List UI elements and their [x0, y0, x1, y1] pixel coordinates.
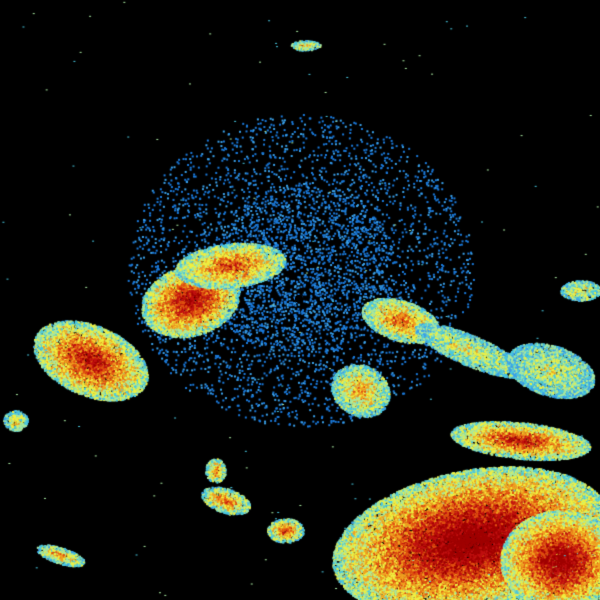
radar-site-marker	[295, 295, 303, 303]
